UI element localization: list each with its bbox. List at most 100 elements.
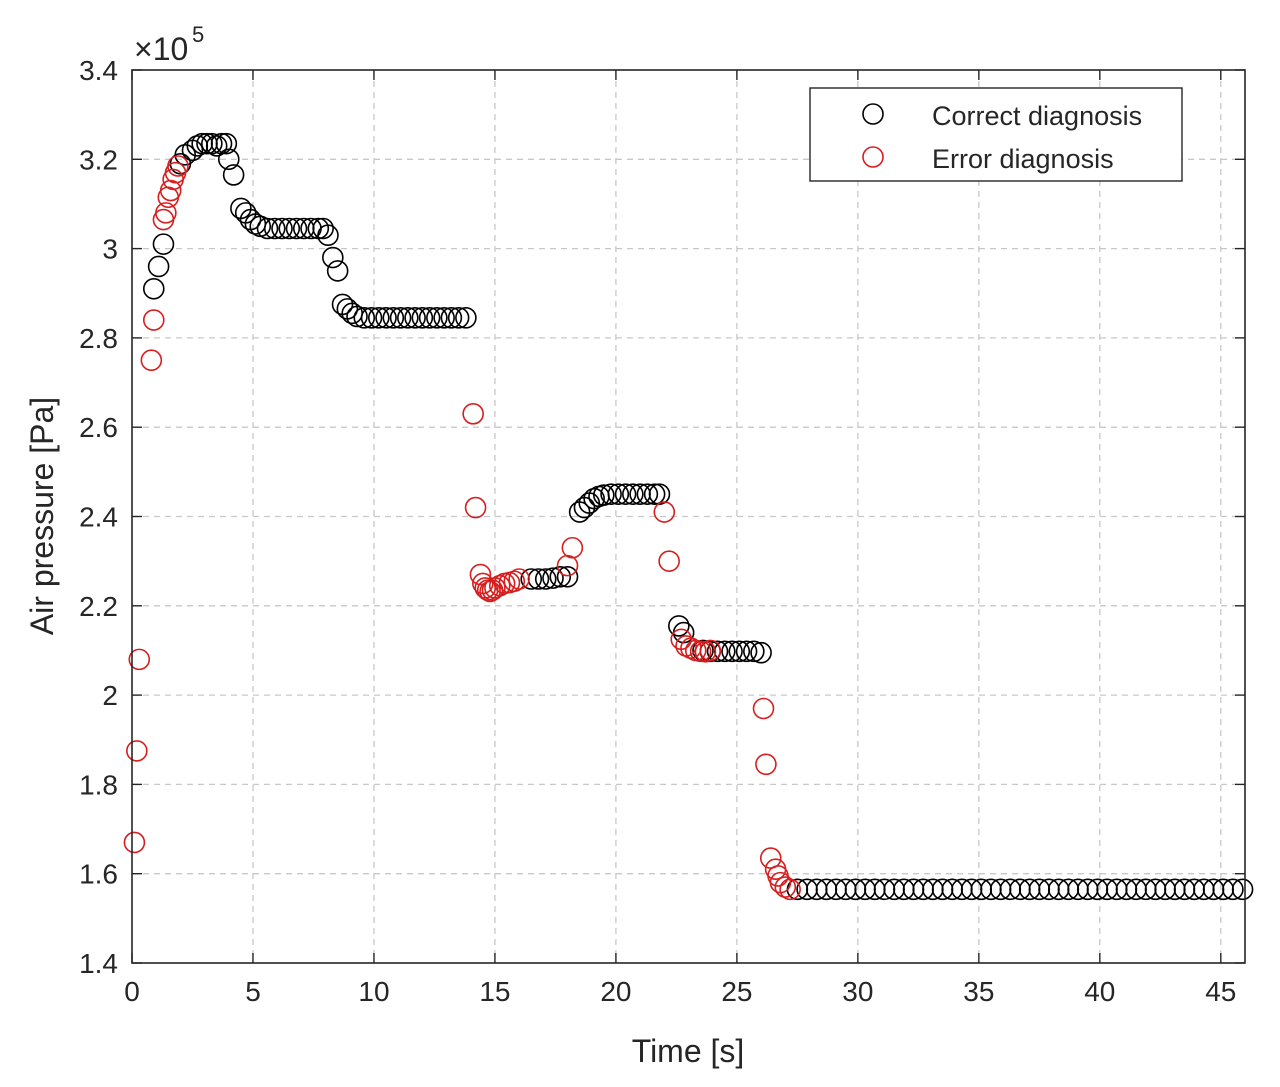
y-tick-label: 2 bbox=[102, 680, 118, 711]
correct-diagnosis-point bbox=[607, 483, 630, 505]
error-diagnosis-point bbox=[503, 570, 526, 593]
error-diagnosis-point bbox=[469, 563, 492, 586]
correct-diagnosis-point bbox=[549, 565, 572, 588]
y-tick-label: 3.2 bbox=[79, 144, 118, 175]
correct-diagnosis-point bbox=[600, 483, 622, 505]
correct-diagnosis-point bbox=[397, 307, 419, 329]
error-diagnosis-point bbox=[779, 878, 801, 901]
x-tick-label: 30 bbox=[842, 976, 873, 1007]
x-tick-label: 20 bbox=[600, 976, 631, 1007]
error-diagnosis-point bbox=[675, 635, 697, 657]
correct-diagnosis-point bbox=[750, 641, 772, 664]
correct-diagnosis-point bbox=[215, 132, 238, 155]
y-tick-label: 2.4 bbox=[79, 502, 118, 533]
correct-diagnosis-point bbox=[360, 307, 383, 329]
correct-diagnosis-point bbox=[411, 307, 434, 329]
correct-diagnosis-point bbox=[142, 277, 165, 300]
correct-diagnosis-point bbox=[263, 217, 286, 240]
correct-diagnosis-point bbox=[447, 307, 470, 329]
correct-diagnosis-point bbox=[382, 307, 405, 329]
correct-diagnosis-point bbox=[217, 148, 240, 171]
correct-diagnosis-point bbox=[520, 568, 543, 590]
y-tick-label: 1.4 bbox=[79, 948, 118, 979]
error-diagnosis-point bbox=[462, 403, 484, 425]
correct-diagnosis-point bbox=[375, 307, 397, 329]
error-diagnosis-point bbox=[140, 349, 163, 372]
correct-diagnosis-point bbox=[205, 135, 228, 157]
error-diagnosis-point bbox=[488, 574, 511, 597]
correct-diagnosis-point bbox=[201, 132, 223, 155]
x-tick-label: 10 bbox=[358, 976, 389, 1007]
correct-diagnosis-point bbox=[285, 217, 308, 240]
correct-diagnosis-point bbox=[317, 224, 339, 247]
correct-diagnosis-point bbox=[312, 217, 334, 240]
correct-diagnosis-point bbox=[643, 483, 666, 505]
correct-diagnosis-point bbox=[346, 305, 368, 328]
legend-marker-correct bbox=[862, 103, 884, 125]
correct-diagnosis-point bbox=[542, 567, 564, 589]
series-correct bbox=[142, 132, 1254, 901]
correct-diagnosis-point bbox=[1222, 878, 1244, 901]
legend-marker-error bbox=[862, 146, 884, 168]
x-axis-label: Time [s] bbox=[632, 1033, 745, 1069]
y-tick-label: 3.4 bbox=[79, 55, 118, 86]
correct-diagnosis-point bbox=[534, 568, 557, 590]
correct-diagnosis-point bbox=[174, 144, 197, 166]
error-diagnosis-point bbox=[508, 568, 530, 590]
legend-label-error: Error diagnosis bbox=[932, 144, 1114, 174]
correct-diagnosis-point bbox=[583, 487, 605, 510]
data-points bbox=[123, 132, 1254, 901]
legend-label-correct: Correct diagnosis bbox=[932, 101, 1142, 131]
error-diagnosis-point bbox=[699, 639, 722, 662]
correct-diagnosis-point bbox=[440, 307, 463, 329]
correct-diagnosis-point bbox=[353, 307, 376, 329]
error-diagnosis-point bbox=[561, 536, 584, 559]
correct-diagnosis-point bbox=[622, 483, 644, 505]
y-exponent-prefix: ×10 bbox=[134, 31, 188, 67]
correct-diagnosis-point bbox=[593, 484, 615, 506]
y-tick-label: 2.2 bbox=[79, 591, 118, 622]
error-diagnosis-point bbox=[464, 496, 487, 519]
y-exponent-power: 5 bbox=[192, 22, 204, 47]
correct-diagnosis-point bbox=[455, 307, 477, 329]
x-tick-label: 5 bbox=[245, 976, 261, 1007]
error-diagnosis-point bbox=[774, 876, 797, 898]
x-tick-label: 25 bbox=[721, 976, 752, 1007]
x-tick-label: 45 bbox=[1205, 976, 1236, 1007]
correct-diagnosis-point bbox=[222, 164, 245, 186]
error-diagnosis-point bbox=[484, 577, 506, 599]
x-tick-label: 35 bbox=[963, 976, 994, 1007]
correct-diagnosis-point bbox=[668, 615, 690, 637]
correct-diagnosis-point bbox=[614, 483, 637, 505]
error-diagnosis-point bbox=[752, 697, 775, 720]
correct-diagnosis-point bbox=[735, 640, 758, 663]
correct-diagnosis-point bbox=[706, 640, 729, 663]
correct-diagnosis-point bbox=[418, 307, 441, 329]
correct-diagnosis-point bbox=[433, 307, 455, 329]
correct-diagnosis-point bbox=[556, 565, 579, 588]
error-diagnosis-point bbox=[755, 753, 777, 776]
correct-diagnosis-point bbox=[278, 217, 301, 240]
correct-diagnosis-point bbox=[404, 307, 426, 329]
correct-diagnosis-point bbox=[322, 246, 344, 269]
series-error bbox=[123, 155, 801, 901]
error-diagnosis-point bbox=[653, 501, 676, 523]
x-tick-label: 0 bbox=[124, 976, 140, 1007]
correct-diagnosis-point bbox=[743, 640, 765, 663]
error-diagnosis-point bbox=[128, 648, 151, 671]
correct-diagnosis-point bbox=[367, 307, 390, 329]
correct-diagnosis-point bbox=[271, 217, 293, 240]
y-tick-label: 1.6 bbox=[79, 859, 118, 890]
y-axis-label: Air pressure [Pa] bbox=[24, 397, 60, 635]
correct-diagnosis-point bbox=[426, 307, 448, 329]
y-tick-label: 3 bbox=[102, 234, 118, 265]
error-diagnosis-point bbox=[155, 202, 177, 224]
correct-diagnosis-point bbox=[326, 260, 349, 282]
y-tick-label: 1.8 bbox=[79, 769, 118, 800]
error-diagnosis-point bbox=[123, 831, 146, 854]
x-tick-label: 40 bbox=[1084, 976, 1115, 1007]
correct-diagnosis-point bbox=[210, 132, 233, 155]
error-diagnosis-point bbox=[142, 309, 165, 331]
x-tick-label: 15 bbox=[479, 976, 510, 1007]
